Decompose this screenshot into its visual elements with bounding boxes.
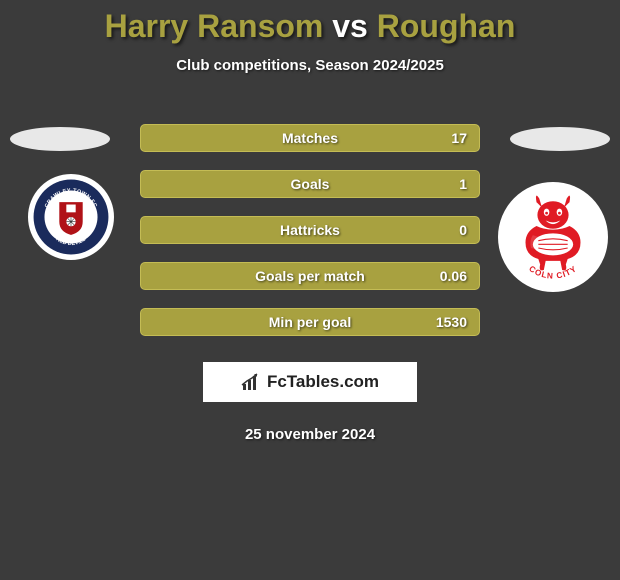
- stat-row: Goals 1: [140, 170, 480, 198]
- stat-value: 1: [459, 176, 467, 192]
- vs-word: vs: [332, 8, 368, 44]
- stats-container: Matches 17 Goals 1 Hattricks 0 Goals per match…: [140, 124, 480, 354]
- stat-value: 0: [459, 222, 467, 238]
- bar-chart-icon: [241, 372, 263, 392]
- stat-label: Min per goal: [269, 314, 351, 330]
- subtitle: Club competitions, Season 2024/2025: [0, 57, 620, 74]
- brand-text: FcTables.com: [267, 372, 379, 392]
- crawley-crest-icon: CRAWLEY TOWN FC RED DEVILS: [32, 177, 110, 257]
- stat-label: Goals per match: [255, 268, 365, 284]
- page-title: Harry Ransom vs Roughan: [0, 0, 620, 45]
- stat-value: 0.06: [440, 268, 467, 284]
- lincoln-imp-icon: COLN CITY: [498, 182, 608, 292]
- shadow-ellipse-left: [10, 127, 110, 151]
- club-crest-left: CRAWLEY TOWN FC RED DEVILS: [28, 174, 114, 260]
- player1-name: Harry Ransom: [105, 8, 324, 44]
- stat-label: Hattricks: [280, 222, 340, 238]
- stat-row: Matches 17: [140, 124, 480, 152]
- shadow-ellipse-right: [510, 127, 610, 151]
- stat-value: 1530: [436, 314, 467, 330]
- stat-label: Goals: [291, 176, 330, 192]
- brand-box: FcTables.com: [203, 362, 417, 402]
- stat-row: Min per goal 1530: [140, 308, 480, 336]
- club-crest-right: COLN CITY: [498, 182, 608, 292]
- stat-row: Goals per match 0.06: [140, 262, 480, 290]
- stat-row: Hattricks 0: [140, 216, 480, 244]
- date-text: 25 november 2024: [0, 426, 620, 443]
- stat-label: Matches: [282, 130, 338, 146]
- stat-value: 17: [451, 130, 467, 146]
- player2-name: Roughan: [377, 8, 516, 44]
